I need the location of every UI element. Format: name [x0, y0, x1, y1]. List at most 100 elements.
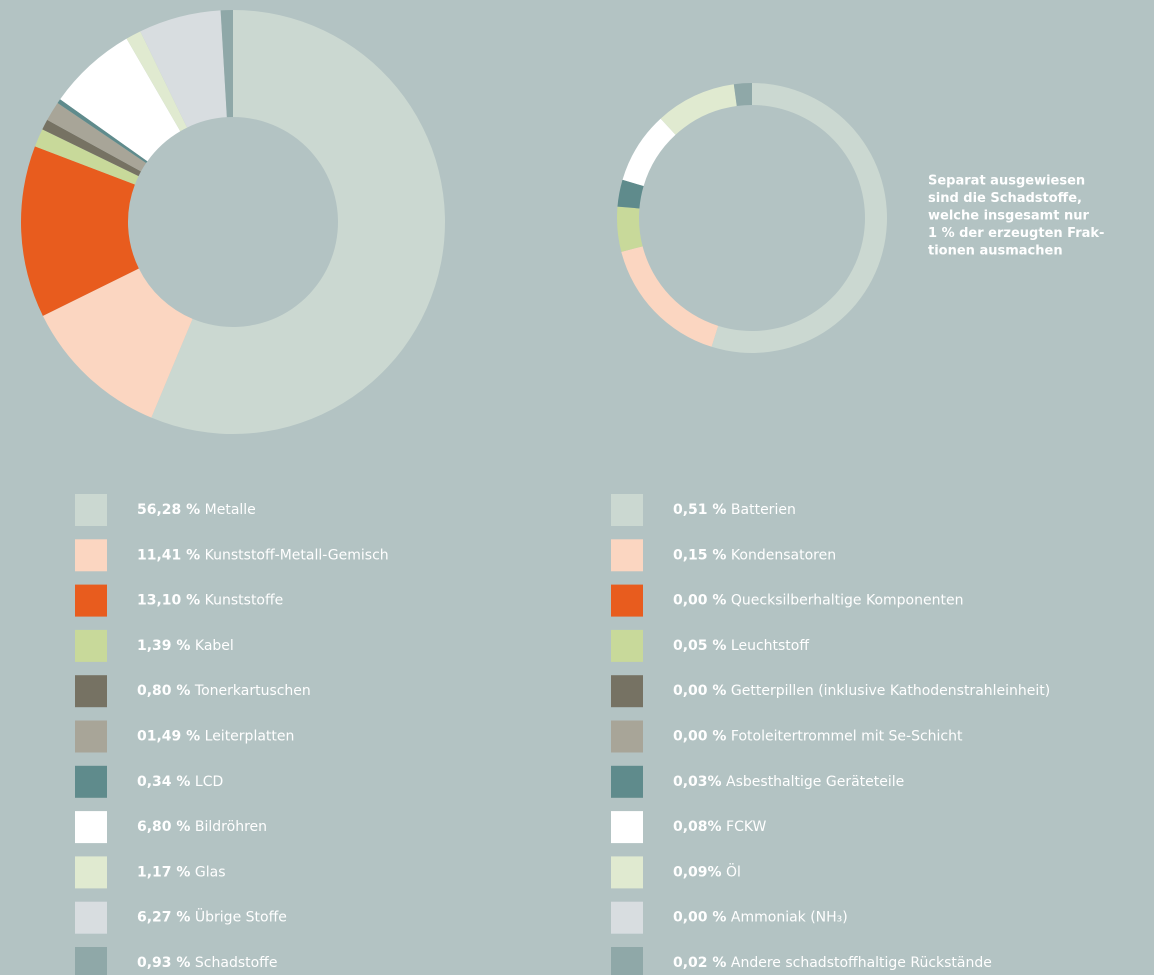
legend-label: Schadstoffe	[195, 955, 278, 971]
legend-swatch	[75, 675, 107, 708]
annotation-line: 1 % der erzeugten Frak-	[928, 226, 1104, 241]
legend-swatch	[611, 539, 643, 572]
legend-entry: 1,17 % Glas	[137, 864, 226, 880]
donut-segment	[34, 129, 139, 185]
legend-swatch	[611, 675, 643, 708]
legend-swatch	[75, 901, 107, 934]
legend-entry: 6,27 % Übrige Stoffe	[137, 908, 287, 926]
legend-swatch	[75, 947, 107, 975]
legend-label: Andere schadstoffhaltige Rückstände	[731, 955, 992, 971]
legend-entry: 0,00 % Ammoniak (NH₃)	[673, 910, 848, 926]
legend-swatch	[75, 494, 107, 526]
legend-entry: 0,00 % Quecksilberhaltige Komponenten	[673, 593, 963, 609]
legend-swatch	[611, 856, 643, 889]
legend-entry: 0,00 % Getterpillen (inklusive Kathodens…	[673, 683, 1050, 699]
donut-segment	[21, 146, 139, 316]
legend-label: Glas	[195, 864, 226, 880]
legend-value: 0,03%	[673, 774, 722, 790]
donut-segment	[42, 119, 141, 177]
legend-value: 0,93 %	[137, 955, 190, 971]
legend-entry: 0,08% FCKW	[673, 819, 767, 835]
legend-swatch	[75, 856, 107, 889]
donut-segment	[617, 206, 643, 252]
legend-value: 0,00 %	[673, 729, 726, 745]
legend-label: Kabel	[195, 638, 234, 654]
annotation-line: sind die Schadstoffe,	[928, 191, 1082, 206]
legend-swatch	[611, 720, 643, 753]
donut-segment	[60, 38, 181, 162]
legend-value: 0,34 %	[137, 774, 190, 790]
legend-value: 0,51 %	[673, 502, 726, 518]
annotation-line: tionen ausmachen	[928, 244, 1063, 259]
legend-label: Leuchtstoff	[731, 638, 809, 654]
legend-label: LCD	[195, 774, 223, 790]
legend-value: 56,28 %	[137, 502, 200, 518]
legend-label: Übrige Stoffe	[195, 908, 287, 926]
legend-value: 0,05 %	[673, 638, 726, 654]
legend-label: Asbesthaltige Geräteteile	[726, 774, 904, 790]
legend-swatch	[75, 720, 107, 753]
legend-entry: 01,49 % Leiterplatten	[137, 729, 294, 745]
legend-label: Öl	[726, 862, 741, 880]
legend-value: 1,17 %	[137, 864, 190, 880]
legend-label: Quecksilberhaltige Komponenten	[731, 593, 964, 609]
legend-entry: 0,51 % Batterien	[673, 502, 796, 518]
legend-entry: 0,09% Öl	[673, 862, 741, 880]
legend-entry: 0,80 % Tonerkartuschen	[137, 683, 311, 699]
legend-value: 0,00 %	[673, 683, 726, 699]
legend-swatch	[75, 765, 107, 798]
legend-entry: 6,80 % Bildröhren	[137, 819, 267, 835]
legend-value: 13,10 %	[137, 593, 200, 609]
legend-label: Tonerkartuschen	[194, 683, 311, 699]
legend-swatch	[611, 629, 643, 662]
legend-swatch	[75, 811, 107, 844]
donut-segment	[42, 268, 193, 418]
legend-entry: 0,93 % Schadstoffe	[137, 955, 277, 971]
legend-label: Fotoleitertrommel mit Se-Schicht	[731, 729, 963, 745]
legend-label: Kondensatoren	[731, 547, 836, 563]
legend-value: 0,15 %	[673, 547, 726, 563]
legend-label: Kunststoff-Metall-Gemisch	[205, 547, 389, 563]
legend-value: 6,80 %	[137, 819, 190, 835]
donut-segment	[151, 10, 445, 434]
donut-segment	[711, 83, 887, 354]
legend-swatch	[611, 811, 643, 844]
legend-label: Metalle	[205, 502, 256, 518]
legend-value: 0,09%	[673, 864, 722, 880]
legend-entry: 0,00 % Fotoleitertrommel mit Se-Schicht	[673, 729, 963, 745]
donut-segment	[126, 31, 188, 132]
legend-label: Leiterplatten	[205, 729, 295, 745]
donut-segment	[47, 102, 147, 172]
legend-value: 0,00 %	[673, 593, 726, 609]
legend-value: 11,41 %	[137, 547, 200, 563]
legend-label: Bildröhren	[195, 819, 267, 835]
donut-segment	[733, 83, 752, 107]
legend-label: Getterpillen (inklusive Kathodenstrahlei…	[731, 683, 1050, 699]
donut-segment	[621, 246, 719, 347]
legend-entry: 0,02 % Andere schadstoffhaltige Rückstän…	[673, 955, 992, 971]
legend-entry: 11,41 % Kunststoff-Metall-Gemisch	[137, 547, 389, 563]
donut-segment	[660, 84, 737, 135]
legend-entry: 0,03% Asbesthaltige Geräteteile	[673, 774, 904, 790]
donut-segment	[57, 99, 148, 164]
legend-swatch	[611, 901, 643, 934]
legend-entry: 0,05 % Leuchtstoff	[673, 638, 809, 654]
legend-swatch	[611, 494, 643, 526]
legend-label: Batterien	[731, 502, 796, 518]
donut-segment	[220, 10, 233, 118]
donut-segment	[622, 118, 676, 186]
legend-value: 01,49 %	[137, 729, 200, 745]
legend-label: Kunststoffe	[205, 593, 284, 609]
legend-value: 6,27 %	[137, 910, 190, 926]
legend-swatch	[75, 629, 107, 662]
legend-entry: 0,34 % LCD	[137, 774, 223, 790]
legend-value: 1,39 %	[137, 638, 190, 654]
legend-entry: 1,39 % Kabel	[137, 638, 234, 654]
legend-swatch	[75, 584, 107, 617]
legend-entry: 0,15 % Kondensatoren	[673, 547, 836, 563]
legend-entry: 13,10 % Kunststoffe	[137, 593, 283, 609]
legend-entry: 56,28 % Metalle	[137, 502, 256, 518]
legend-swatch	[611, 947, 643, 975]
